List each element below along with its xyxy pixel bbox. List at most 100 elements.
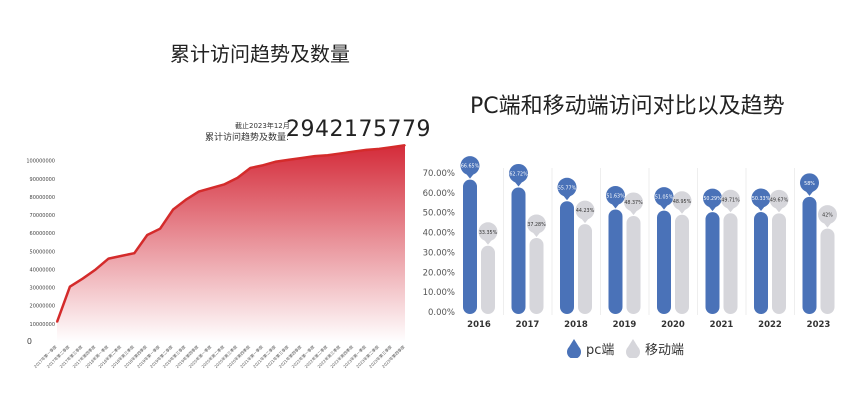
x-tick-label: 2020 (661, 320, 685, 330)
data-point (120, 255, 123, 257)
data-point (172, 208, 174, 211)
y-tick-label: 10.00% (423, 288, 455, 298)
y-tick-label: 0.00% (428, 308, 455, 318)
data-point (365, 149, 368, 151)
x-tick-label: 2023 (807, 320, 831, 330)
data-point (288, 158, 290, 161)
series-line (55, 144, 406, 323)
label-bubble (624, 192, 643, 212)
total-value: 2942175779 (286, 117, 431, 142)
label-bubble (557, 177, 577, 197)
x-tick-label: 2021 (710, 320, 734, 330)
data-point (404, 144, 406, 147)
data-point (326, 154, 329, 157)
x-tick-label: 2017 (516, 320, 540, 330)
y-tick-label: 80000000 (30, 195, 55, 201)
comparison-chart-title: PC端和移动端访问对比以及趋势 (470, 94, 785, 119)
bar-pc (560, 201, 574, 314)
data-label: 62.72% (509, 171, 528, 177)
label-bubble (703, 188, 722, 208)
data-point (159, 227, 161, 230)
data-label: 58% (804, 181, 815, 187)
data-point (107, 257, 110, 260)
label-bubble (606, 185, 625, 205)
y-tick-label: 50000000 (30, 249, 55, 255)
x-tick-label: 2019 (613, 320, 637, 330)
label-bubble (721, 189, 740, 209)
data-label: 66.65% (461, 164, 480, 170)
data-label: 51.05% (655, 195, 674, 201)
x-tick-label: 2018 (564, 320, 588, 330)
bar-mobile (723, 213, 738, 314)
data-point (69, 285, 71, 288)
data-label: 42% (822, 213, 833, 219)
area-fill (57, 145, 405, 342)
y-tick-label: 20000000 (30, 304, 55, 310)
bar-pc (754, 212, 768, 314)
data-point (185, 198, 187, 201)
data-label: 33.35% (479, 230, 498, 236)
data-label: 49.67% (770, 197, 789, 203)
data-point (275, 160, 277, 163)
label-bubble (769, 189, 789, 209)
data-point (301, 157, 303, 159)
data-label: 44.23% (576, 208, 595, 214)
date-note: 截止2023年12月 (235, 122, 290, 130)
label-bubble (751, 188, 771, 208)
bar-pc (802, 196, 817, 314)
data-point (197, 190, 200, 193)
label-bubble (509, 163, 528, 183)
y-tick-label: 50.00% (423, 209, 455, 219)
y-tick-label: 0 (27, 337, 32, 346)
legend-label-pc: pc端 (586, 342, 615, 358)
label-bubble (654, 187, 674, 207)
y-tick-label: 20.00% (423, 268, 455, 278)
data-point (223, 183, 226, 186)
label-bubble (672, 191, 692, 211)
data-label: 49.71% (721, 197, 740, 203)
x-tick-label: 2022 (758, 320, 782, 330)
data-point (94, 268, 97, 271)
legend-item-pc: pc端 (566, 338, 614, 358)
y-tick-label: 70000000 (30, 213, 55, 219)
label-bubble (818, 205, 837, 225)
legend-item-mobile: 移动端 (625, 338, 684, 358)
data-point (146, 234, 149, 236)
y-tick-label: 90000000 (30, 177, 55, 183)
data-label: 50.33% (752, 196, 771, 202)
data-point (391, 146, 393, 148)
legend-label-mobile: 移动端 (645, 342, 685, 358)
bar-pc (608, 209, 623, 314)
bar-mobile (529, 237, 544, 314)
data-label: 48.95% (673, 199, 692, 205)
total-label: 累计访问趋势及数量: (205, 133, 290, 143)
mobile-drop-icon (626, 339, 640, 358)
data-point (352, 150, 355, 153)
data-point (249, 167, 252, 169)
data-label: 55.77% (558, 185, 577, 191)
bar-pc (705, 212, 720, 314)
data-point (313, 155, 316, 157)
data-point (236, 177, 239, 179)
y-tick-label: 10000000 (30, 322, 55, 328)
data-point (133, 252, 136, 254)
data-point (378, 148, 381, 150)
data-point (210, 187, 213, 189)
y-tick-label: 60000000 (30, 231, 55, 237)
data-label: 51.63% (606, 193, 625, 199)
bar-pc (511, 187, 526, 314)
y-tick-label: 70.00% (423, 169, 455, 179)
bar-mobile (675, 214, 689, 314)
bar-pc (657, 210, 671, 314)
data-point (81, 277, 84, 280)
data-point (56, 321, 58, 323)
label-bubble (575, 200, 595, 220)
data-point (339, 152, 342, 155)
bar-mobile (578, 224, 592, 314)
y-tick-label: 40000000 (30, 267, 55, 273)
bar-mobile (772, 213, 786, 314)
label-bubble (800, 173, 819, 193)
label-bubble (478, 222, 498, 242)
data-point (262, 164, 265, 167)
